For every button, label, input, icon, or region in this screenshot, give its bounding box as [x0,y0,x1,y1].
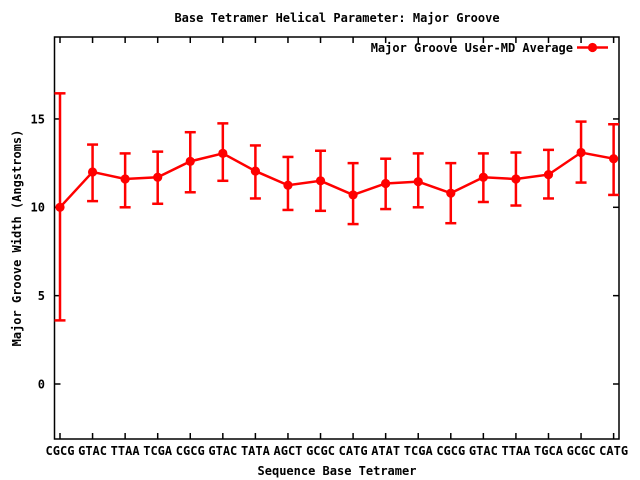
data-point [218,148,228,159]
category-label: GTAC [208,444,237,458]
category-label: GTAC [78,444,107,458]
category-label: TGCA [534,444,564,458]
category-label: ATAT [371,444,400,458]
data-point [543,170,554,180]
data-point [55,202,65,212]
category-label: GTAC [469,444,498,458]
y-tick-label: 0 [38,377,45,391]
data-point [348,190,358,200]
category-label: CGCG [436,444,465,458]
data-point [250,166,260,176]
category-label: TCGA [143,444,173,458]
legend-label: Major Groove User-MD Average [371,41,573,55]
category-label: AGCT [274,444,303,458]
category-label: TCGA [404,444,434,458]
category-label: CGCG [46,444,75,458]
category-label: CATG [339,444,368,458]
category-label: TTAA [501,444,531,458]
series-line [59,151,614,209]
data-point [511,174,521,184]
data-point [315,176,326,186]
y-tick-label: 10 [31,201,45,215]
category-label: TATA [241,444,271,458]
category-label: GCGC [306,444,335,458]
y-tick-label: 5 [38,289,45,303]
data-point [413,177,423,187]
data-point [609,154,619,164]
category-label: TTAA [111,444,141,458]
legend: Major Groove User-MD Average [371,41,608,55]
plot-frame [53,36,620,440]
data-point [478,172,488,182]
data-point [446,188,456,198]
data-point [381,178,391,189]
data-point [153,172,163,182]
data-point [283,180,293,190]
category-label: CGCG [176,444,205,458]
category-label: GCGC [567,444,596,458]
chart-title: Base Tetramer Helical Parameter: Major G… [174,11,500,25]
legend-sample-dot [587,42,598,53]
data-point [576,147,586,158]
data-point [185,156,195,166]
data-point [87,167,98,177]
y-tick-label: 15 [31,112,45,126]
category-label: CATG [599,444,628,458]
x-axis-label: Sequence Base Tetramer [257,464,417,478]
data-point [120,174,130,184]
